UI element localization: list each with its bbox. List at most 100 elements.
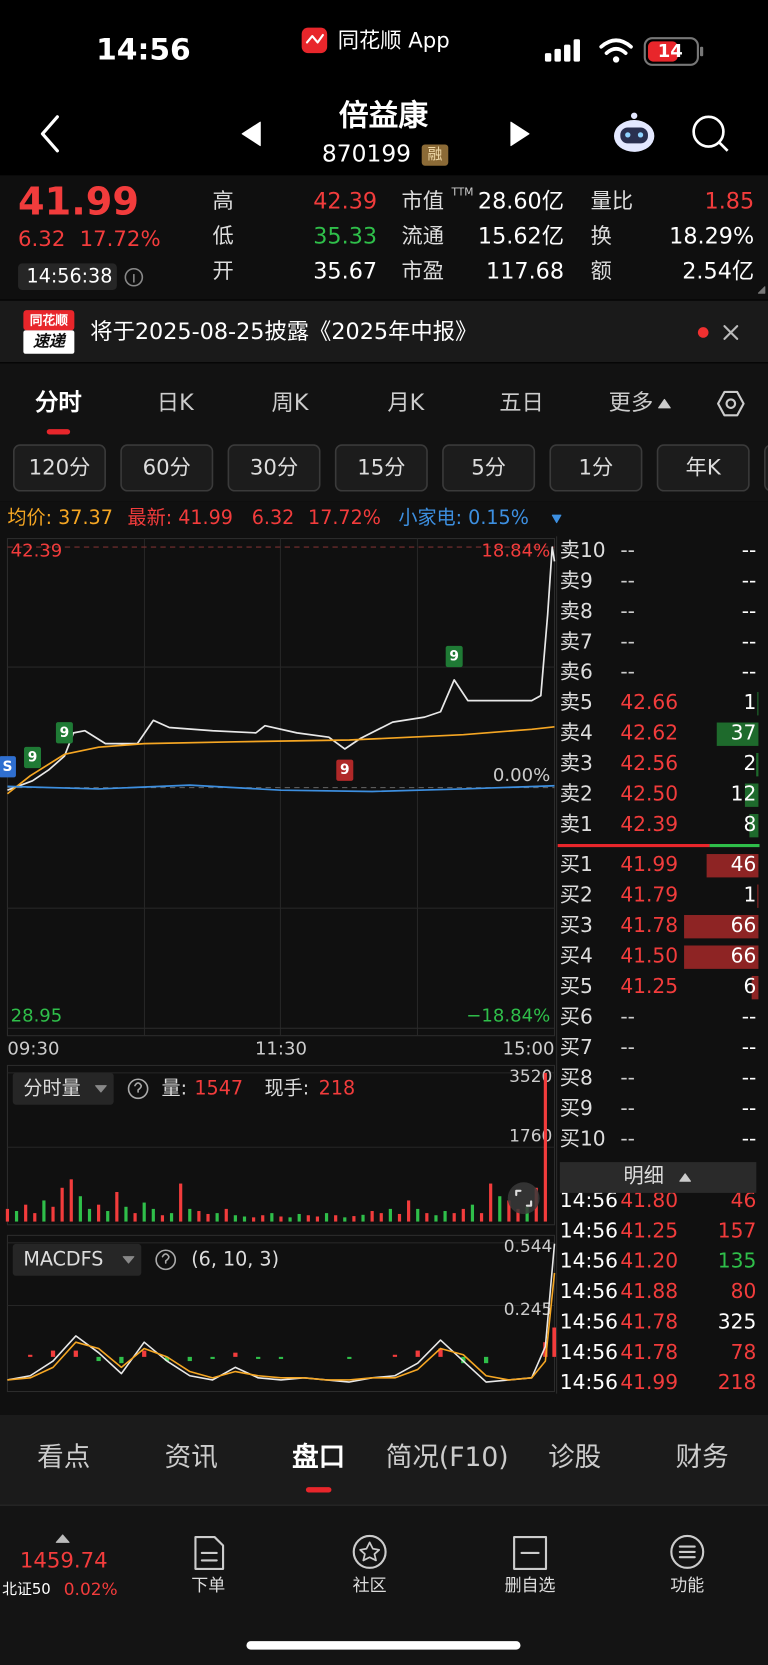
volume-bar [151,1208,155,1222]
volume-label[interactable]: 分时量 [23,1076,80,1099]
macd-hist-bar [552,1327,557,1357]
volume-bar [42,1200,46,1222]
battery-nub [700,46,704,57]
period-button[interactable] [549,444,643,492]
toolbar-item[interactable]: 下单 [191,1576,225,1596]
period-label[interactable]: 120分 [29,455,91,480]
book-price: 41.78 [620,913,678,937]
period-label[interactable]: 年K [686,455,722,480]
bottom-tab[interactable]: 看点 [37,1442,90,1473]
wifi [604,47,628,55]
toolbar-item[interactable]: 删自选 [505,1576,556,1596]
volume-value: 1547 [194,1076,243,1099]
macd-hist-bar [392,1354,398,1357]
margin-badge [421,144,449,166]
hand-text: 现手: [264,1076,309,1099]
expand-button[interactable] [507,1182,540,1215]
quote-label: 市盈 [402,259,444,284]
macd-hist-bar [164,1356,170,1362]
news-text[interactable]: 将于2025-08-25披露《2025年中报》 [90,319,477,345]
quote-label: 额 [591,259,612,284]
volume-bar [443,1211,447,1222]
period-label[interactable]: 30分 [250,455,298,480]
quote-bg [0,175,768,300]
quote-value: 35.33 [313,223,377,249]
macd-dif-line [7,1243,556,1383]
book-price: 41.99 [620,852,678,876]
trade-time: 14:56 [560,1249,618,1273]
signal-bar [573,39,580,62]
bottom-tab[interactable]: 资讯 [165,1442,218,1473]
bottom-tab[interactable]: 简况(F10) [386,1442,509,1473]
status-time: 14:56 [96,32,191,67]
period-button[interactable] [656,444,750,492]
trade-time: 14:56 [560,1279,618,1303]
volume-bar [498,1196,502,1222]
macd-label[interactable]: MACDFS [23,1247,103,1270]
back-button[interactable] [40,115,59,153]
macd-dropdown[interactable] [12,1243,142,1276]
quote-label: 换 [591,224,612,249]
bottom-tab[interactable]: 诊股 [548,1442,601,1473]
volume-bar [479,1213,484,1222]
chart-tab[interactable]: 月K [387,390,425,416]
quote-label: 低 [212,224,233,249]
volume-bar [197,1211,201,1222]
period-label[interactable]: 5分 [471,455,506,480]
bottom-tab[interactable]: 盘口 [292,1442,345,1473]
volume-bar [397,1213,402,1222]
period-label[interactable]: 1分 [579,455,614,480]
chart-tab[interactable]: 五日 [499,390,544,416]
bottom-tab[interactable]: 财务 [676,1442,729,1473]
period-button[interactable] [13,444,106,492]
volume-bar [169,1213,174,1222]
community-icon [352,1534,387,1569]
latest-price: 最新: 41.99 [127,506,232,529]
quote-value: 28.60亿 [478,188,564,214]
volume-bar [388,1208,392,1222]
book-price: -- [620,568,635,592]
index-value[interactable]: 1459.74 [20,1548,108,1573]
x-tick-label: 11:30 [255,1038,307,1059]
trade-time: 14:56 [560,1218,618,1242]
period-button [764,445,768,491]
macd-hist-bar [96,1356,101,1362]
battery-outline [643,37,699,66]
volume-bar [215,1213,219,1222]
macd-hist-bar [119,1356,124,1364]
volume-bar [160,1215,165,1222]
macd-frame [6,1234,556,1393]
chart-tab[interactable]: 日K [157,390,195,416]
volume-bar [206,1213,210,1222]
period-button[interactable] [227,444,321,492]
chart-tab[interactable]: 更多 [609,390,654,416]
period-button[interactable] [120,444,214,492]
chart-tab[interactable]: 分时 [35,388,82,416]
book-level: 买10 [560,1127,606,1151]
settings-icon[interactable] [717,390,745,417]
period-button[interactable] [442,444,536,492]
book-volume: 66 [731,944,757,968]
period-label[interactable]: 60分 [143,455,191,480]
news-close[interactable] [723,325,739,340]
detail-label[interactable]: 明细 [624,1163,664,1187]
community-star [359,1541,381,1562]
toolbar-item[interactable]: 功能 [670,1576,704,1596]
macd-params: (6, 10, 3) [191,1247,279,1270]
detail-header[interactable] [559,1162,757,1193]
toolbar-item[interactable]: 社区 [353,1576,387,1596]
period-label[interactable]: 15分 [357,455,405,480]
trade-price: 41.20 [620,1249,678,1273]
period-button[interactable] [334,444,428,492]
signal-marker [336,759,354,781]
volume-bar [297,1213,301,1222]
volume-bar [5,1208,10,1222]
chart-tab[interactable]: 周K [272,390,310,416]
book-level: 卖4 [560,721,593,745]
macd-dea-line [7,1272,556,1381]
book-volume-bar [757,884,759,908]
volume-dropdown[interactable] [12,1072,114,1105]
price-line [7,546,556,791]
sector: 小家电: 0.15% [398,506,529,529]
